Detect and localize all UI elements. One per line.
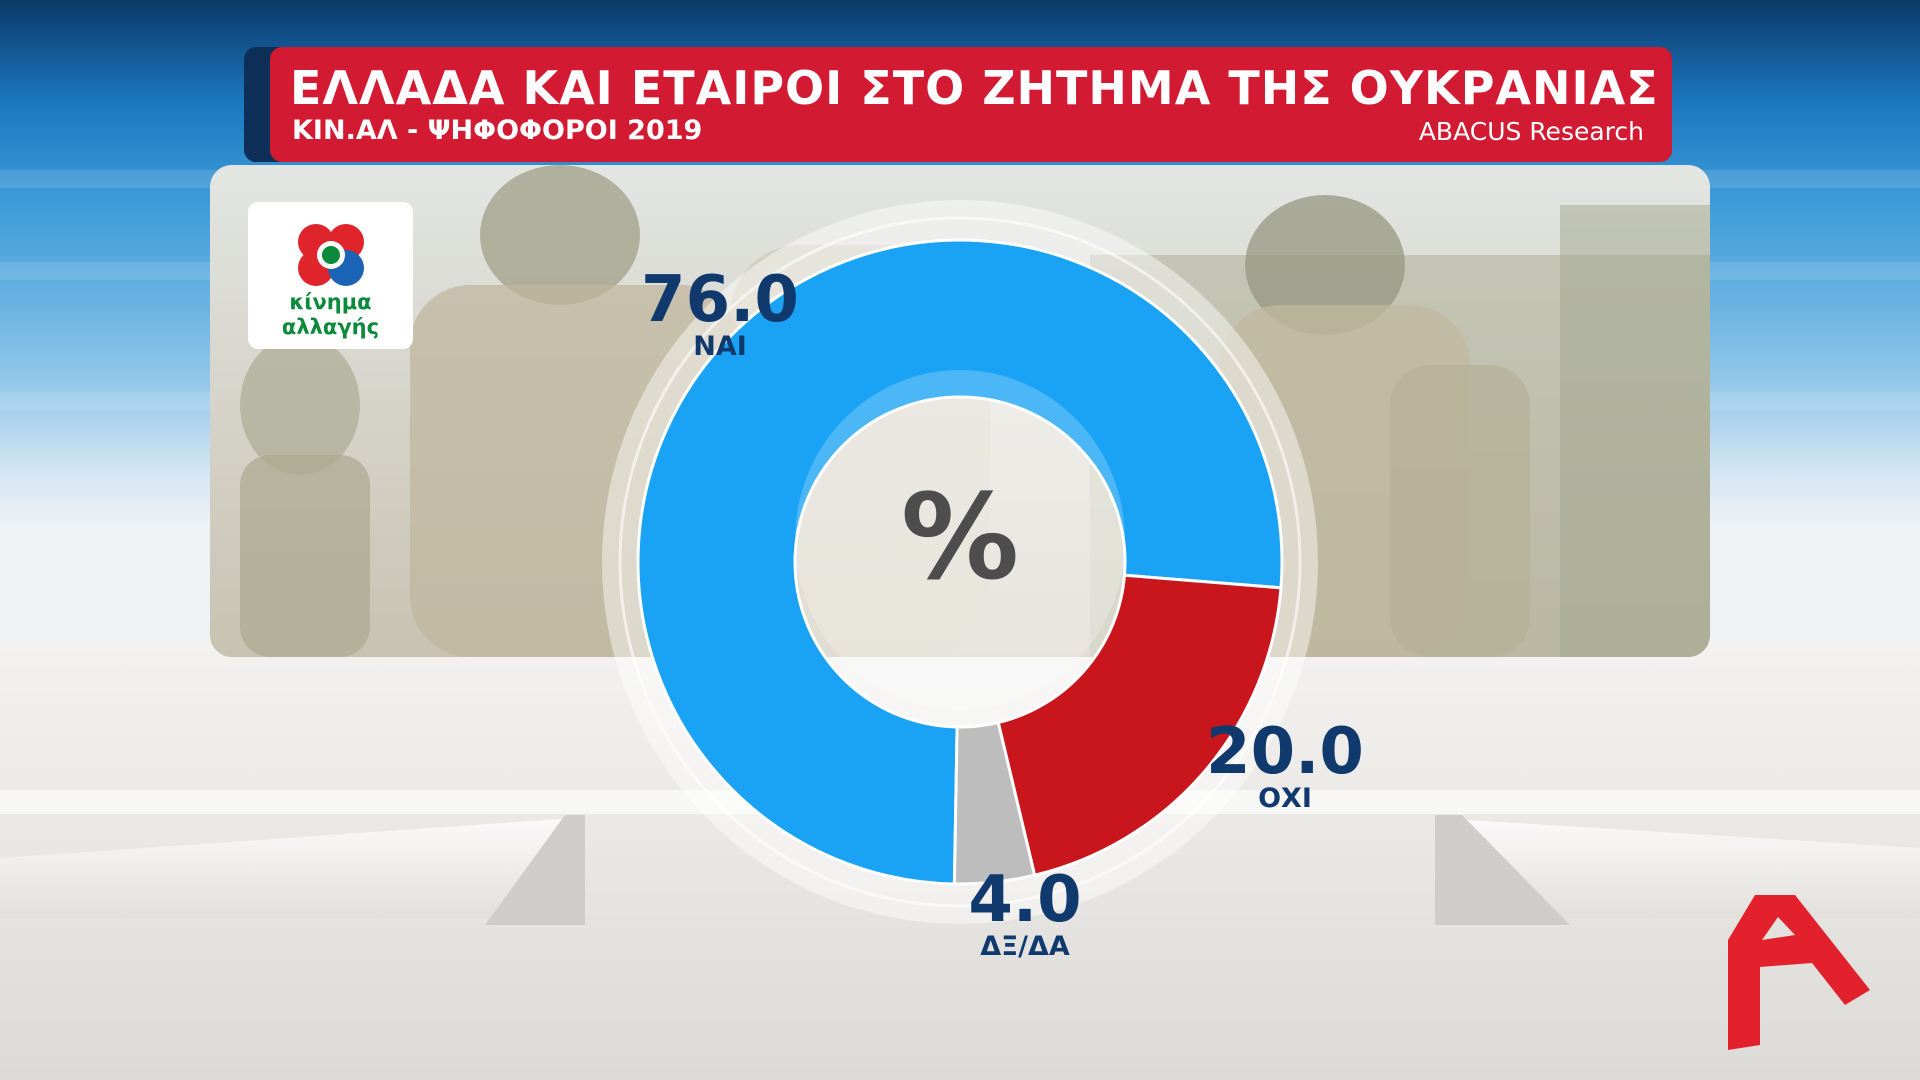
donut-slices — [636, 238, 1284, 886]
slice-no — [996, 573, 1283, 878]
percent-symbol: % — [901, 468, 1019, 606]
value-label-dk: 4.0 ΔΞ/ΔΑ — [930, 868, 1120, 962]
party-logo-line1: κίνημα — [289, 290, 372, 314]
value-label-yes: 76.0 ΝΑΙ — [640, 268, 800, 362]
slice-yes — [636, 238, 1284, 886]
slice-dk — [952, 720, 1037, 886]
donut-hole — [795, 370, 1125, 710]
page-title: ΕΛΛΑΔΑ ΚΑΙ ΕΤΑΙΡΟΙ ΣΤΟ ΖΗΤΗΜΑ ΤΗΣ ΟΥΚΡΑΝ… — [290, 61, 1659, 115]
value-label-no: 20.0 ΟΧΙ — [1190, 720, 1380, 814]
no-label: ΟΧΙ — [1258, 783, 1312, 814]
page-subtitle: ΚΙΝ.ΑΛ - ΨΗΦΟΦΟΡΟΙ 2019 — [292, 115, 703, 146]
title-banner: ΕΛΛΑΔΑ ΚΑΙ ΕΤΑΙΡΟΙ ΣΤΟ ΖΗΤΗΜΑ ΤΗΣ ΟΥΚΡΑΝ… — [270, 47, 1672, 162]
dk-label: ΔΞ/ΔΑ — [980, 931, 1070, 962]
donut-outline-ring — [618, 216, 1302, 908]
yes-value: 76.0 — [641, 263, 799, 337]
source-credit: ABACUS Research — [1418, 117, 1644, 146]
party-logo: κίνημα αλλαγής — [248, 202, 413, 349]
dk-value: 4.0 — [968, 863, 1082, 937]
party-emblem-icon — [298, 224, 364, 286]
party-logo-line2: αλλαγής — [281, 315, 380, 339]
alpha-channel-logo-icon — [1728, 895, 1870, 1050]
no-value: 20.0 — [1206, 715, 1364, 789]
yes-label: ΝΑΙ — [693, 331, 747, 362]
